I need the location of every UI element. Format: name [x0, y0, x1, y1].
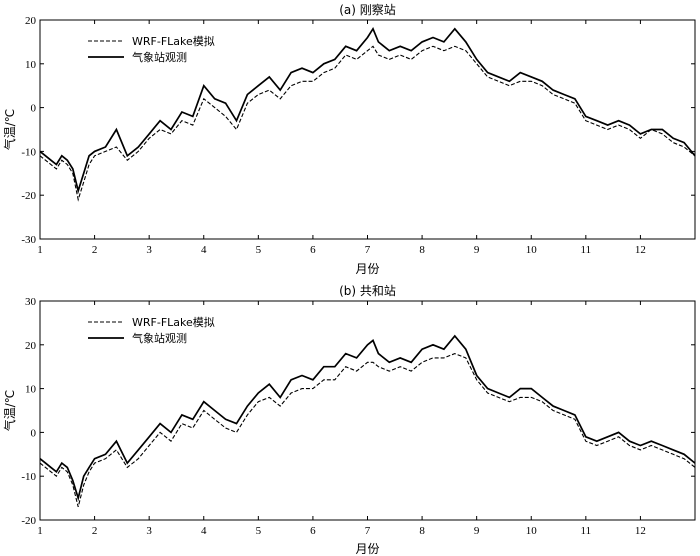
- chart-title: (a) 刚察站: [339, 3, 396, 17]
- legend-label: 气象站观测: [132, 331, 187, 345]
- y-tick-label: -20: [21, 515, 36, 527]
- x-tick-label: 8: [419, 525, 425, 537]
- x-tick-label: 10: [526, 244, 538, 256]
- y-tick-label: 10: [25, 384, 37, 396]
- x-tick-label: 9: [474, 244, 480, 256]
- x-tick-label: 4: [201, 244, 207, 256]
- y-tick-label: 0: [31, 427, 37, 439]
- x-tick-label: 3: [146, 525, 152, 537]
- x-tick-label: 6: [310, 244, 316, 256]
- y-tick-label: -20: [21, 190, 36, 202]
- x-tick-label: 1: [37, 244, 43, 256]
- series-line-station-obs: [39, 26, 696, 194]
- y-tick-label: -10: [21, 471, 36, 483]
- x-tick-label: 12: [635, 244, 646, 256]
- y-tick-label: -30: [21, 234, 36, 246]
- y-tick-label: 20: [25, 15, 37, 27]
- series-line-wrf-flake: [39, 353, 696, 508]
- legend-label: WRF-FLake模拟: [132, 315, 215, 329]
- x-tick-label: 5: [256, 244, 262, 256]
- x-tick-label: 8: [419, 244, 425, 256]
- legend-label: WRF-FLake模拟: [132, 34, 215, 48]
- y-axis-label: 气温/℃: [2, 109, 17, 151]
- x-tick-label: 10: [526, 525, 538, 537]
- x-tick-label: 2: [92, 525, 98, 537]
- x-tick-label: 11: [581, 244, 592, 256]
- series-line-wrf-flake: [39, 45, 696, 202]
- y-axis-label: 气温/℃: [2, 390, 17, 432]
- x-tick-label: 12: [635, 525, 646, 537]
- x-tick-label: 11: [581, 525, 592, 537]
- x-axis-label: 月份: [355, 262, 379, 276]
- y-tick-label: 30: [25, 296, 37, 308]
- x-tick-label: 9: [474, 525, 480, 537]
- x-tick-label: 6: [310, 525, 316, 537]
- legend-label: 气象站观测: [132, 50, 187, 64]
- x-tick-label: 5: [256, 525, 262, 537]
- x-tick-label: 7: [365, 244, 371, 256]
- series-line-station-obs: [39, 334, 696, 502]
- x-tick-label: 4: [201, 525, 207, 537]
- x-tick-label: 3: [146, 244, 152, 256]
- y-tick-label: -10: [21, 146, 36, 158]
- y-tick-label: 20: [25, 340, 37, 352]
- y-tick-label: 0: [31, 103, 37, 115]
- x-tick-label: 2: [92, 244, 98, 256]
- x-tick-label: 1: [37, 525, 43, 537]
- x-axis-label: 月份: [355, 542, 379, 556]
- chart-title: (b) 共和站: [339, 284, 396, 298]
- x-tick-label: 7: [365, 525, 371, 537]
- y-tick-label: 10: [25, 59, 37, 71]
